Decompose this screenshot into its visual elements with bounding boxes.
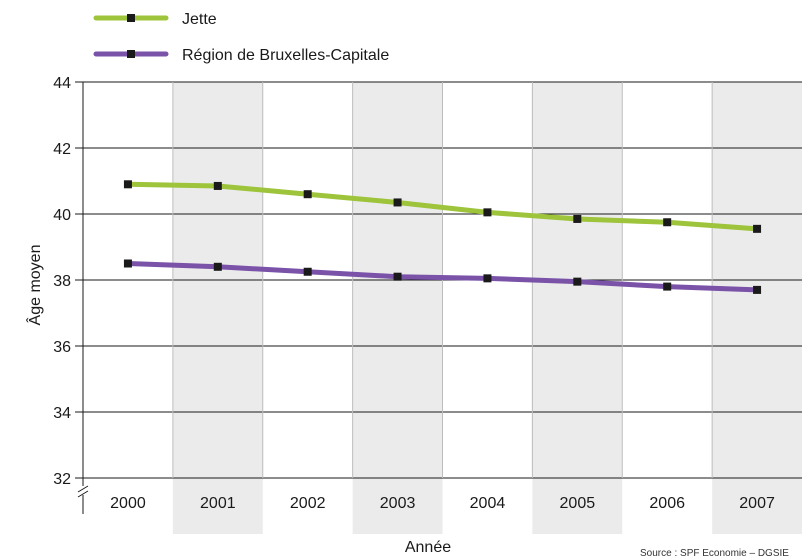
x-tick-2000: 2000 bbox=[110, 495, 146, 512]
data-point-0-2004 bbox=[483, 208, 492, 217]
data-point-0-2002 bbox=[303, 190, 312, 199]
x-tick-2006: 2006 bbox=[649, 495, 685, 512]
column-band-2001 bbox=[172, 82, 263, 534]
y-tick-42: 42 bbox=[53, 141, 71, 158]
column-band-2005 bbox=[532, 82, 623, 534]
series-markers bbox=[123, 180, 762, 294]
x-tick-2001: 2001 bbox=[200, 495, 236, 512]
alternating-column-bands bbox=[172, 82, 802, 534]
data-point-0-2005 bbox=[573, 214, 582, 223]
axis-break-mark bbox=[77, 485, 89, 493]
legend-marker-0 bbox=[127, 14, 135, 22]
data-point-0-2000 bbox=[123, 180, 132, 189]
y-tick-40: 40 bbox=[53, 207, 71, 224]
axis-break-mark bbox=[77, 490, 89, 498]
x-tick-2005: 2005 bbox=[560, 495, 596, 512]
vertical-gridlines bbox=[172, 82, 713, 478]
data-point-0-2001 bbox=[213, 181, 222, 190]
data-point-1-2002 bbox=[303, 267, 312, 276]
series-line-0 bbox=[125, 181, 760, 232]
horizontal-gridlines bbox=[75, 81, 802, 479]
data-point-0-2007 bbox=[753, 224, 762, 233]
source-note: Source : SPF Economie – DGSIE bbox=[640, 548, 789, 559]
legend-label-0: Jette bbox=[182, 11, 217, 28]
data-point-1-2001 bbox=[213, 262, 222, 271]
data-point-0-2006 bbox=[663, 218, 672, 227]
column-band-2003 bbox=[352, 82, 443, 534]
x-tick-2004: 2004 bbox=[470, 495, 506, 512]
data-point-1-2003 bbox=[393, 272, 402, 281]
x-axis-title: Année bbox=[405, 539, 451, 556]
y-tick-44: 44 bbox=[53, 75, 71, 92]
data-point-1-2006 bbox=[663, 282, 672, 291]
series-lines bbox=[125, 181, 760, 293]
y-tick-34: 34 bbox=[53, 405, 71, 422]
data-point-0-2003 bbox=[393, 198, 402, 207]
x-tick-2002: 2002 bbox=[290, 495, 326, 512]
y-tick-32: 32 bbox=[53, 471, 71, 488]
legend-marker-1 bbox=[127, 50, 135, 58]
x-tick-2007: 2007 bbox=[739, 495, 775, 512]
y-tick-38: 38 bbox=[53, 273, 71, 290]
series-line-1 bbox=[125, 261, 760, 293]
legend-label-1: Région de Bruxelles-Capitale bbox=[182, 47, 389, 64]
x-tick-labels: 2000 2001 2002 2003 2004 2005 2006 2007 bbox=[110, 495, 775, 512]
y-tick-36: 36 bbox=[53, 339, 71, 356]
y-tick-labels: 32 34 36 38 40 42 44 bbox=[53, 75, 71, 488]
data-point-1-2000 bbox=[123, 259, 132, 268]
data-point-1-2007 bbox=[753, 285, 762, 294]
y-axis-title: Âge moyen bbox=[25, 245, 44, 326]
data-point-1-2004 bbox=[483, 274, 492, 283]
legend: Jette Région de Bruxelles-Capitale bbox=[93, 11, 389, 64]
column-band-2007 bbox=[712, 82, 802, 534]
data-point-1-2005 bbox=[573, 277, 582, 286]
x-tick-2003: 2003 bbox=[380, 495, 416, 512]
axes bbox=[77, 82, 89, 514]
